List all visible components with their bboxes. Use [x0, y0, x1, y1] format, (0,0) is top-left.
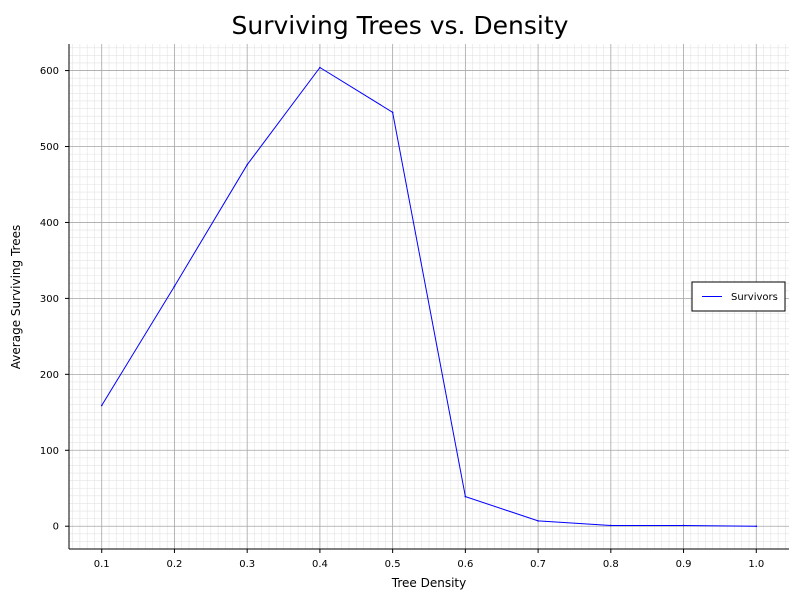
grid-lines — [69, 44, 789, 550]
y-tick-label: 0 — [53, 522, 59, 533]
data-point — [173, 285, 176, 288]
data-point — [755, 525, 758, 528]
x-tick-label: 0.7 — [530, 559, 546, 570]
x-tick-label: 0.3 — [239, 559, 255, 570]
data-point — [682, 524, 685, 527]
x-tick-label: 0.5 — [385, 559, 401, 570]
data-point — [610, 524, 612, 527]
axes — [68, 44, 789, 550]
data-point — [464, 495, 467, 498]
series-line-survivors — [101, 66, 757, 527]
y-tick-label: 300 — [40, 294, 59, 305]
x-tick-label: 0.4 — [312, 559, 328, 570]
legend: Survivors — [691, 281, 786, 312]
x-tick-label: 0.6 — [457, 559, 473, 570]
y-tick-label: 600 — [40, 66, 59, 77]
chart-title: Surviving Trees vs. Density — [232, 11, 569, 40]
y-tick-label: 500 — [40, 142, 59, 153]
y-axis-label: Average Surviving Trees — [9, 225, 23, 369]
data-point — [319, 66, 321, 69]
data-point — [537, 520, 539, 522]
data-point — [246, 163, 248, 166]
y-tick-label: 400 — [40, 218, 59, 229]
data-point — [100, 404, 103, 407]
x-tick-label: 0.8 — [603, 559, 619, 570]
x-tick-label: 0.9 — [676, 559, 692, 570]
legend-label: Survivors — [731, 292, 778, 303]
series-layer — [100, 66, 758, 528]
x-tick-label: 0.1 — [94, 559, 110, 570]
x-tick-label: 1.0 — [748, 559, 764, 570]
x-axis-label: Tree Density — [391, 576, 466, 590]
data-point — [391, 111, 394, 114]
tick-labels: 0.1 0.2 0.3 0.4 0.5 0.6 0.7 0.8 0.9 1.0 0 100 200 300… — [40, 66, 764, 570]
x-tick-label: 0.2 — [167, 559, 183, 570]
y-tick-label: 100 — [40, 446, 59, 457]
y-tick-label: 200 — [40, 370, 59, 381]
